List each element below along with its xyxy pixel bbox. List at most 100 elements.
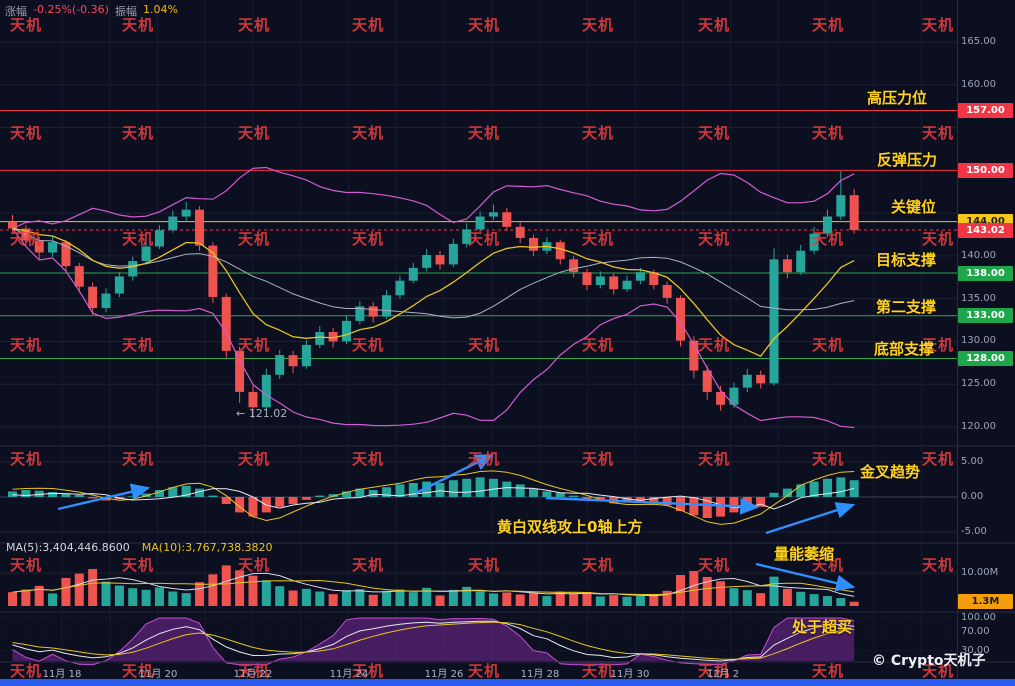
annotation: 量能萎缩 [774, 545, 835, 563]
watermark: 天机 [698, 450, 731, 468]
watermark: 天机 [698, 336, 731, 354]
watermark: 天机 [468, 16, 501, 34]
oscillator-area [12, 618, 855, 665]
watermark: 天机 [922, 450, 955, 468]
watermark: 天机 [698, 124, 731, 142]
sma20-line [12, 228, 855, 319]
watermark: 天机 [352, 124, 385, 142]
time-scrollbar[interactable] [0, 679, 1015, 686]
watermark: 天机 [812, 556, 845, 574]
time-axis-label: 11月 28 [520, 669, 560, 680]
watermark: 天机 [582, 124, 615, 142]
trend-arrow [755, 562, 856, 592]
watermark: 天机 [10, 556, 43, 574]
watermark: 天机 [238, 124, 271, 142]
osc-d-line [12, 621, 855, 660]
osc-axis-tick: 70.00 [961, 626, 990, 637]
time-axis-label: 11月 30 [610, 669, 650, 680]
annotation: 处于超买 [792, 618, 853, 636]
watermark: 天机 [122, 336, 155, 354]
annotation: 黄白双线攻上0轴上方 [497, 518, 643, 536]
watermark: 天机 [922, 16, 955, 34]
price-badge-150.00: 150.00 [958, 162, 1013, 178]
macd-dif-line [12, 470, 855, 525]
watermark: 天机 [468, 230, 501, 248]
volume-axis-tick: 10.00M [961, 567, 999, 578]
watermark: 天机 [10, 662, 43, 680]
watermark: 天机 [238, 450, 271, 468]
time-axis-label: 11月 20 [138, 669, 178, 680]
watermark: 天机 [698, 230, 731, 248]
change-label: 涨幅 [5, 5, 27, 18]
watermark: 天机 [922, 662, 955, 680]
boll-lower-line [12, 228, 855, 429]
watermark: 天机 [582, 662, 615, 680]
watermark: 天机 [10, 230, 43, 248]
annotation: 关键位 [891, 198, 937, 216]
watermark: 天机 [122, 450, 155, 468]
watermark: 天机 [352, 556, 385, 574]
osc-axis-tick: 100.00 [961, 612, 996, 623]
boll-upper-line [12, 166, 855, 230]
time-axis-label: 11月 18 [42, 669, 82, 680]
watermark: 天机 [812, 230, 845, 248]
time-axis-label: 11月 24 [329, 669, 369, 680]
watermark: 天机 [698, 16, 731, 34]
watermark: 天机 [582, 16, 615, 34]
watermark: 天机 [352, 16, 385, 34]
watermark: 天机 [238, 662, 271, 680]
watermark: 天机 [922, 556, 955, 574]
amplitude-label: 振幅 [114, 5, 137, 18]
volume-ma-legend: MA(5):3,404,446.8600 MA(10):3,767,738.38… [6, 541, 273, 554]
watermark: 天机 [122, 662, 155, 680]
watermark: 天机 [582, 450, 615, 468]
watermark: 天机 [468, 556, 501, 574]
trend-arrow [415, 453, 495, 495]
watermark: 天机 [812, 124, 845, 142]
watermark: 天机 [352, 662, 385, 680]
watermark: 天机 [10, 450, 43, 468]
watermark: 天机 [582, 336, 615, 354]
price-axis-tick: 160.00 [961, 78, 996, 90]
watermark: 天机 [352, 336, 385, 354]
trend-arrow [57, 483, 151, 511]
volume-ma10-label: MA(10):3,767,738.3820 [141, 541, 273, 554]
watermark: 天机 [122, 124, 155, 142]
volume-ma10-line [12, 579, 855, 595]
ema10-line [12, 227, 855, 358]
watermark: 天机 [812, 450, 845, 468]
price-axis-tick: 140.00 [961, 249, 996, 261]
price-badge-128.00: 128.00 [958, 351, 1013, 367]
volume-ma5-label: MA(5):3,404,446.8600 [6, 541, 130, 554]
price-axis-tick: 120.00 [961, 421, 996, 432]
watermark: 天机 [698, 662, 731, 680]
watermark: 天机 [238, 556, 271, 574]
annotation: 反弹压力 [877, 151, 938, 169]
watermark: 天机 [352, 230, 385, 248]
watermark: 天机 [238, 230, 271, 248]
watermark: 天机 [698, 556, 731, 574]
watermark: 天机 [122, 230, 155, 248]
osc-j-line [12, 617, 855, 666]
watermark: 天机 [922, 124, 955, 142]
price-badge-138.00: 138.00 [958, 265, 1013, 281]
watermark: 天机 [468, 124, 501, 142]
macd-axis-tick: -5.00 [961, 526, 987, 537]
watermark: 天机 [10, 16, 43, 34]
annotation: 高压力位 [867, 89, 928, 107]
change-legend: 涨幅 -0.25%(-0.36) 振幅 1.04% [5, 3, 178, 19]
macd-axis-tick: 0.00 [961, 491, 984, 502]
price-axis-tick: 165.00 [961, 36, 996, 47]
trend-arrow [765, 502, 856, 535]
price-axis-tick: 125.00 [961, 378, 996, 390]
watermark: 天机 [468, 450, 501, 468]
watermark: 天机 [352, 450, 385, 468]
time-axis-label: 11月 26 [424, 669, 464, 680]
watermark: 天机 [582, 230, 615, 248]
price-axis-tick: 135.00 [961, 292, 996, 304]
time-axis-label: 11月 22 [233, 669, 273, 680]
watermark: 天机 [238, 336, 271, 354]
osc-axis-tick: 30.00 [961, 644, 990, 656]
